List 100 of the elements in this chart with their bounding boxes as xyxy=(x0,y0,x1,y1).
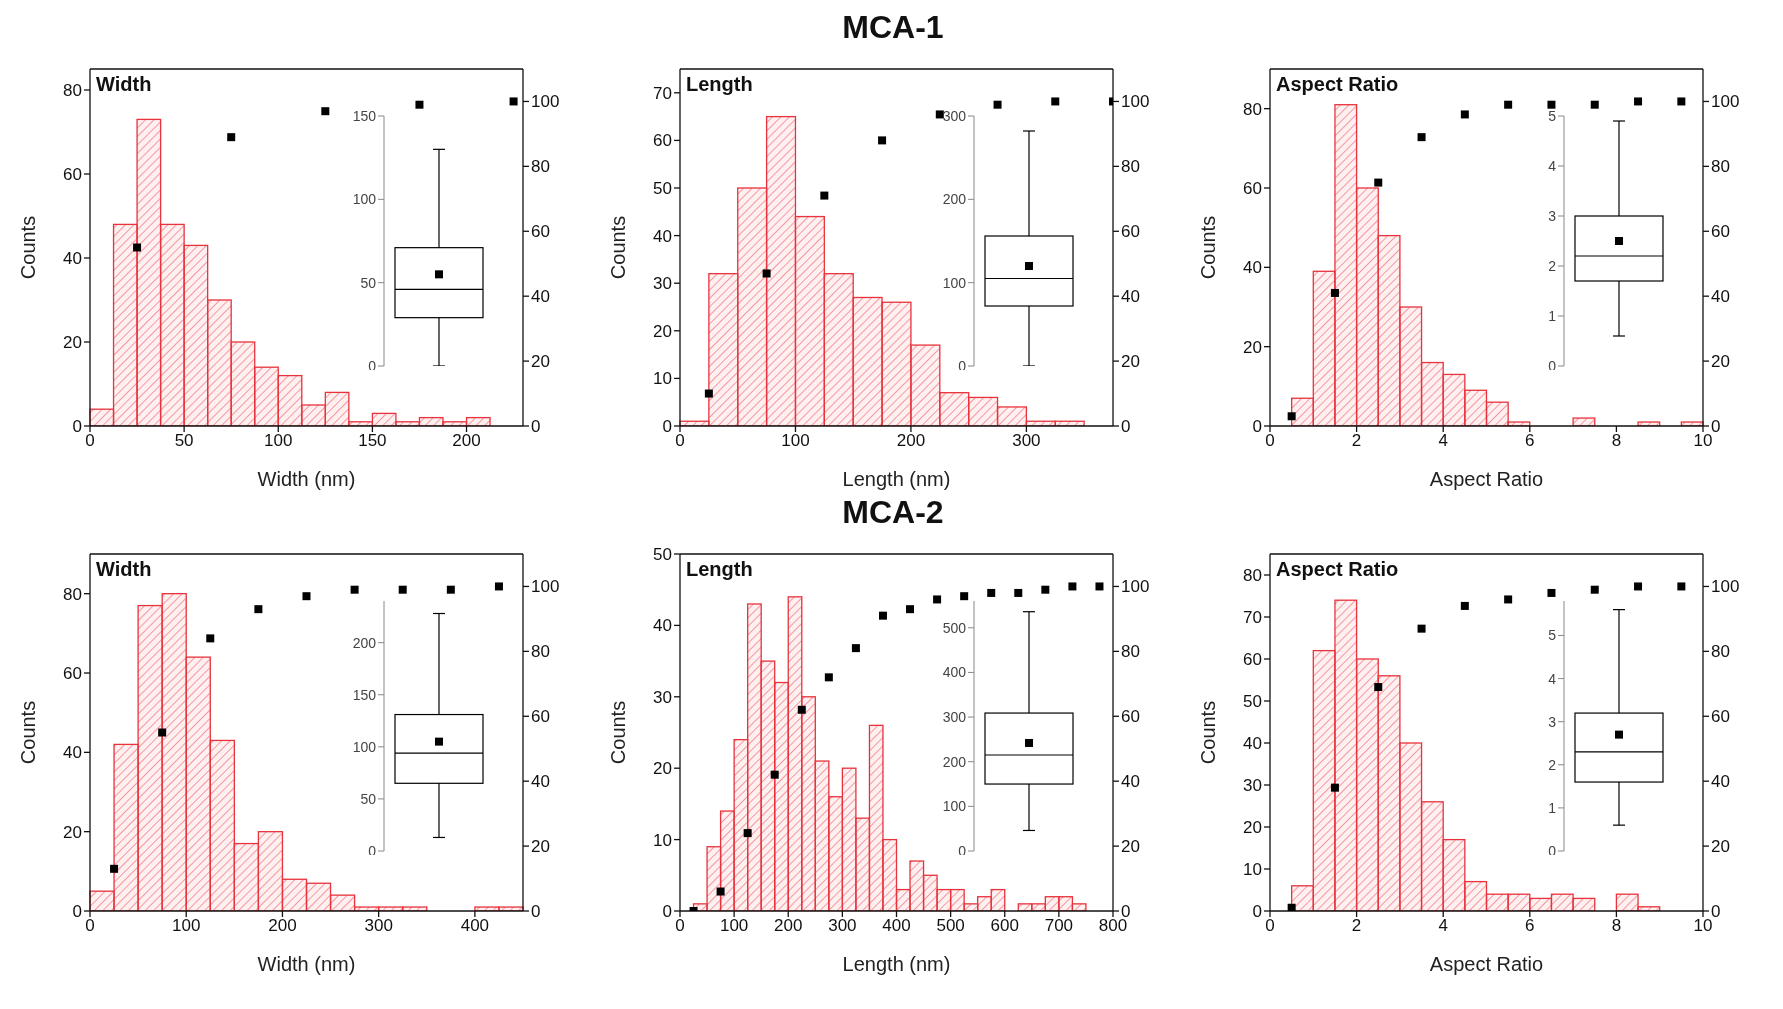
y-tick-label: 60 xyxy=(63,664,82,684)
x-tick-label: 6 xyxy=(1525,431,1535,451)
x-tick-label: 0 xyxy=(85,431,95,451)
x-tick-label: 6 xyxy=(1525,916,1535,936)
point xyxy=(1504,100,1513,109)
y-tick-label: 200 xyxy=(943,191,967,208)
point xyxy=(1590,585,1599,594)
y-tick-label: 40 xyxy=(1243,734,1262,754)
y-axis-title: Counts xyxy=(17,215,40,280)
y-tick-label: 3 xyxy=(1548,713,1557,730)
x-tick-label: 8 xyxy=(1611,916,1622,936)
y2-tick-label: 20 xyxy=(1711,837,1730,857)
chart-title: Length xyxy=(686,73,753,96)
y-tick-label: 0 xyxy=(662,902,672,922)
x-tick-label: 300 xyxy=(828,916,857,936)
point xyxy=(1374,178,1383,187)
y-tick-label: 5 xyxy=(1548,627,1557,644)
y-tick-label: 40 xyxy=(1243,258,1262,278)
point xyxy=(1547,588,1556,597)
point xyxy=(158,728,167,737)
y-axis-title: Counts xyxy=(17,700,40,765)
y-tick-label: 80 xyxy=(1243,99,1262,119)
y-tick-label: 300 xyxy=(943,709,967,726)
y-tick-label: 60 xyxy=(1243,179,1262,199)
y-tick-label: 40 xyxy=(653,226,672,246)
y2-tick-label: 40 xyxy=(531,287,550,307)
y-tick-label: 80 xyxy=(1243,566,1262,586)
point xyxy=(1504,595,1513,604)
y-tick-label: 3 xyxy=(1548,208,1557,225)
y-tick-label: 50 xyxy=(653,545,672,565)
point xyxy=(1330,288,1339,297)
point xyxy=(350,585,359,594)
point xyxy=(254,605,263,614)
y-tick-label: 2 xyxy=(1548,258,1557,275)
y-tick-label: 70 xyxy=(1243,608,1262,628)
chart-title: Width xyxy=(96,73,152,96)
y2-tick-label: 0 xyxy=(1711,417,1721,437)
y-tick-label: 40 xyxy=(63,249,82,269)
y2-tick-label: 100 xyxy=(1121,577,1150,597)
y2-tick-label: 0 xyxy=(531,417,541,437)
x-axis-title: Width (nm) xyxy=(257,468,356,490)
y2-tick-label: 0 xyxy=(1711,902,1721,922)
point xyxy=(1677,97,1686,106)
y2-tick-label: 80 xyxy=(1711,157,1730,177)
y2-tick-label: 100 xyxy=(531,92,560,112)
y2-tick-label: 20 xyxy=(531,837,550,857)
y2-tick-label: 60 xyxy=(1121,222,1140,242)
point xyxy=(494,582,503,591)
y-tick-label: 30 xyxy=(1243,776,1262,796)
point xyxy=(110,864,119,873)
y-tick-label: 0 xyxy=(662,417,672,437)
point xyxy=(878,611,887,620)
x-tick-label: 600 xyxy=(990,916,1019,936)
x-tick-label: 2 xyxy=(1351,916,1362,936)
chart-title: Aspect Ratio xyxy=(1276,73,1399,96)
y-tick-label: 80 xyxy=(63,584,82,604)
point xyxy=(415,100,424,109)
point xyxy=(933,595,942,604)
y-tick-label: 0 xyxy=(72,417,82,437)
y2-tick-label: 60 xyxy=(1711,707,1730,727)
point xyxy=(1417,624,1426,633)
point xyxy=(704,389,713,398)
x-tick-label: 100 xyxy=(781,431,810,451)
y-tick-label: 60 xyxy=(63,165,82,185)
y-tick-label: 20 xyxy=(1243,818,1262,838)
x-tick-label: 4 xyxy=(1438,431,1448,451)
y2-tick-label: 60 xyxy=(1711,222,1730,242)
point xyxy=(987,588,996,597)
x-tick-label: 200 xyxy=(774,916,803,936)
point xyxy=(1287,903,1296,911)
y2-tick-label: 20 xyxy=(1711,352,1730,372)
x-tick-label: 200 xyxy=(268,916,297,936)
y2-tick-label: 80 xyxy=(1711,642,1730,662)
point xyxy=(1634,97,1643,106)
y-tick-label: 70 xyxy=(653,83,672,103)
point xyxy=(1374,683,1383,692)
y-tick-label: 20 xyxy=(1243,337,1262,357)
y-tick-label: 4 xyxy=(1548,158,1557,175)
y-tick-label: 20 xyxy=(653,759,672,779)
point xyxy=(1417,133,1426,142)
x-tick-label: 300 xyxy=(1012,431,1041,451)
x-axis-title: Length (nm) xyxy=(842,953,951,975)
x-tick-label: 0 xyxy=(675,431,685,451)
point xyxy=(1095,582,1104,591)
y2-tick-label: 0 xyxy=(1121,417,1131,437)
y-tick-label: 100 xyxy=(353,191,377,208)
point xyxy=(960,592,969,601)
x-tick-label: 700 xyxy=(1044,916,1074,936)
y-tick-label: 1 xyxy=(1548,800,1557,817)
x-axis-title: Aspect Ratio xyxy=(1429,468,1544,490)
x-tick-label: 200 xyxy=(896,431,926,451)
point xyxy=(321,107,330,116)
y-tick-label: 50 xyxy=(360,791,377,808)
point xyxy=(716,887,725,896)
point xyxy=(762,269,771,278)
y-tick-label: 10 xyxy=(1243,860,1262,880)
y-axis-title: Counts xyxy=(607,700,630,765)
text: MCA-1 xyxy=(841,9,945,46)
x-tick-label: 2 xyxy=(1351,431,1362,451)
y-tick-label: 0 xyxy=(1252,902,1262,922)
